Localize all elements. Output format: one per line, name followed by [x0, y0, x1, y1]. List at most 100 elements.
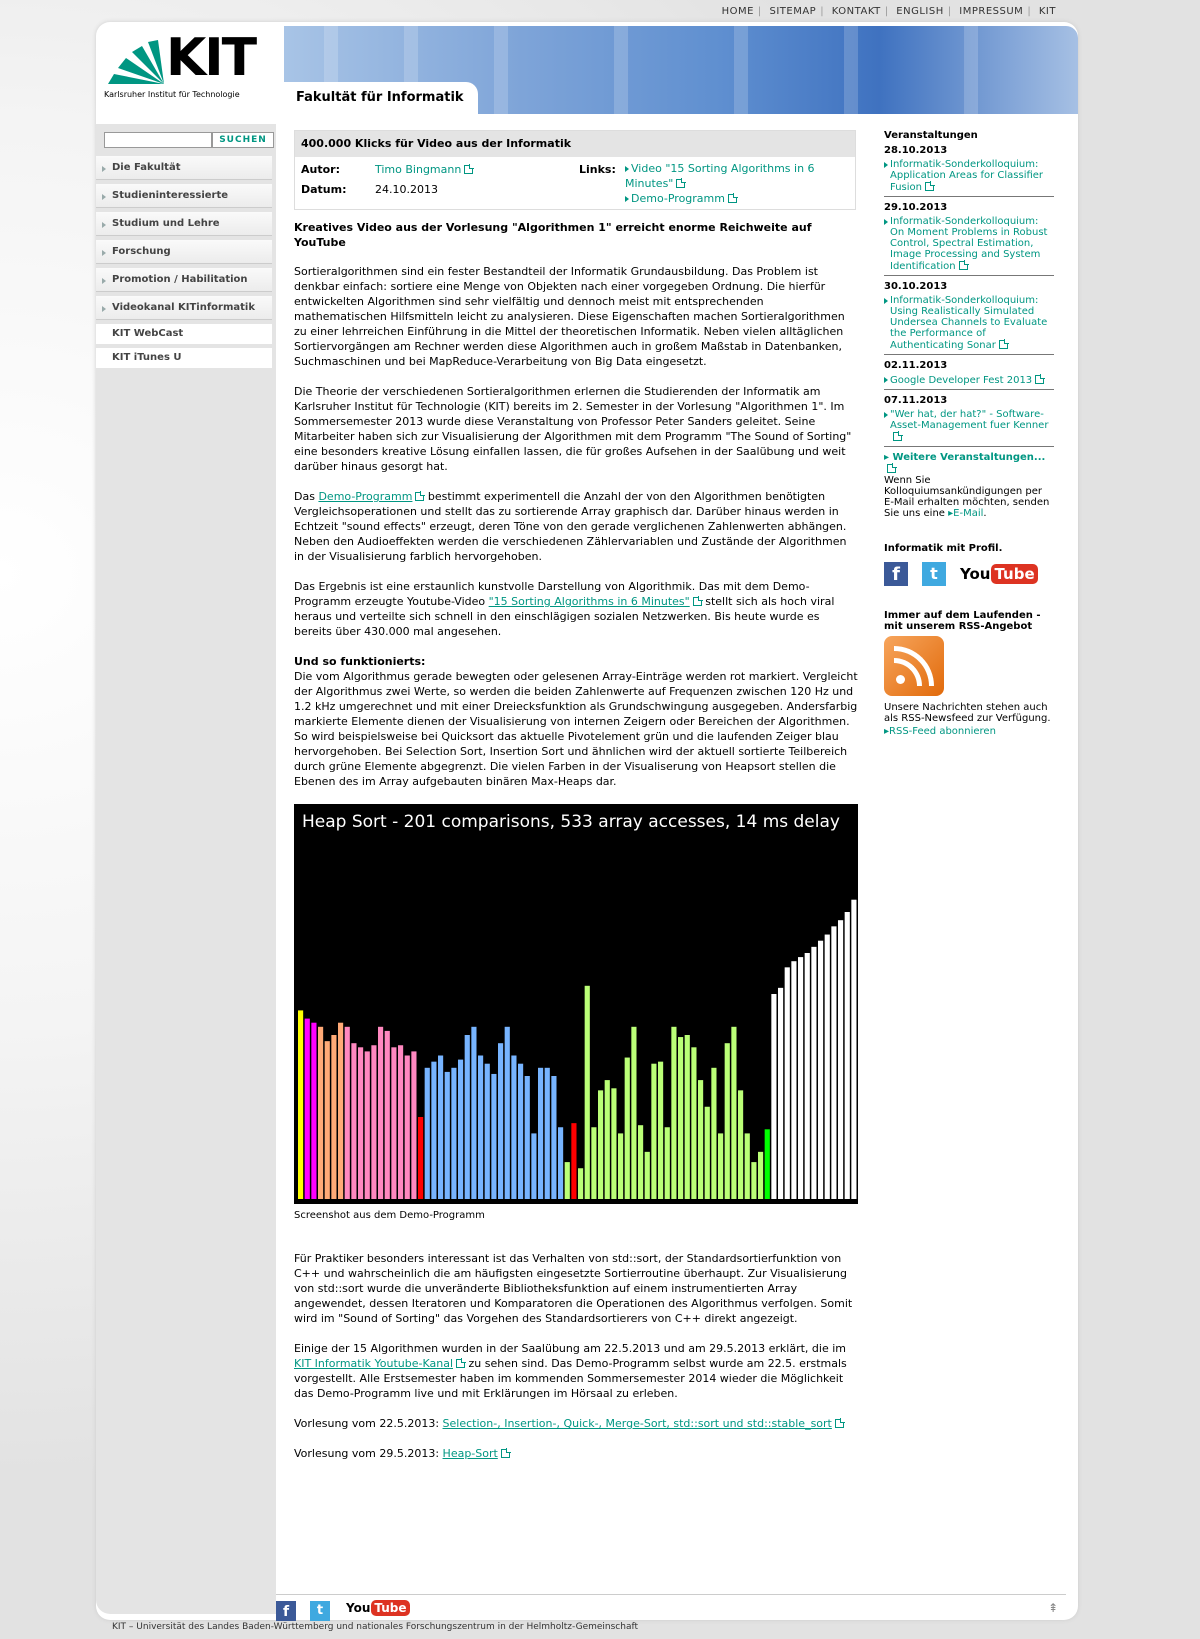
- event-link[interactable]: Informatik-Sonderkolloquium: Using Reali…: [884, 295, 1054, 351]
- event-item: 02.11.2013 Google Developer Fest 2013: [884, 360, 1054, 390]
- youtube-channel-link[interactable]: KIT Informatik Youtube-Kanal: [294, 1357, 467, 1370]
- demo-program-inline-link[interactable]: Demo-Programm: [318, 490, 426, 503]
- rss-subscribe-link[interactable]: ▸RSS-Feed abonnieren: [884, 726, 996, 737]
- chart-bar: [298, 1010, 304, 1199]
- search-input[interactable]: [104, 132, 212, 148]
- bar-chart: [294, 899, 858, 1204]
- chart-bar: [544, 1067, 550, 1199]
- event-item: 29.10.2013 Informatik-Sonderkolloquium: O…: [884, 202, 1054, 276]
- facebook-icon[interactable]: f: [276, 1601, 296, 1621]
- sidebar-item-itunes[interactable]: KIT iTunes U: [96, 348, 272, 368]
- chart-bar: [518, 1063, 524, 1199]
- topnav-kit[interactable]: KIT: [1038, 6, 1056, 17]
- external-link-icon: [893, 431, 903, 441]
- chart-bar: [584, 985, 590, 1199]
- external-link-icon: [925, 181, 935, 191]
- chart-bar: [811, 946, 817, 1199]
- links-label: Links:: [579, 163, 616, 176]
- kit-logo-rays-icon: [108, 40, 164, 84]
- date-value: 24.10.2013: [375, 183, 438, 196]
- topnav-kontakt[interactable]: KONTAKT: [831, 6, 881, 17]
- footer-social-bar: f t You Tube ⇞: [276, 1594, 1066, 1621]
- chart-bar: [498, 1043, 504, 1199]
- video-inline-link[interactable]: "15 Sorting Algorithms in 6 Minutes": [489, 595, 703, 608]
- event-link[interactable]: Informatik-Sonderkolloquium: Application…: [884, 159, 1054, 193]
- external-link-icon: [887, 463, 897, 473]
- external-link-icon: [415, 491, 426, 501]
- topnav-impressum[interactable]: IMPRESSUM: [959, 6, 1024, 17]
- video-link[interactable]: Video "15 Sorting Algorithms in 6 Minute…: [625, 162, 815, 190]
- facebook-icon[interactable]: f: [884, 562, 908, 586]
- chart-bar: [644, 1151, 650, 1199]
- event-link[interactable]: Google Developer Fest 2013: [884, 374, 1054, 386]
- youtube-icon[interactable]: You Tube: [960, 564, 1038, 584]
- youtube-icon[interactable]: You Tube: [346, 1600, 410, 1616]
- chart-bar: [851, 899, 857, 1199]
- search-button[interactable]: SUCHEN: [212, 132, 274, 148]
- event-link[interactable]: Informatik-Sonderkolloquium: On Moment P…: [884, 216, 1054, 272]
- left-sidebar: SUCHEN Die Fakultät Studieninteressierte…: [96, 124, 276, 1614]
- article-body: Kreatives Video aus der Vorlesung "Algor…: [294, 220, 858, 1476]
- topnav-english[interactable]: ENGLISH: [896, 6, 944, 17]
- author-link[interactable]: Timo Bingmann: [375, 163, 475, 176]
- external-link-icon: [1035, 374, 1046, 384]
- chart-bar: [731, 1026, 737, 1199]
- topnav-sitemap[interactable]: SITEMAP: [769, 6, 817, 17]
- chart-bar: [558, 1127, 564, 1199]
- chart-bar: [564, 1162, 570, 1199]
- kit-logo[interactable]: KIT Karlsruher Institut für Technologie: [104, 32, 274, 108]
- chart-bar: [678, 1037, 684, 1199]
- chart-bar: [398, 1045, 404, 1199]
- rss-icon[interactable]: [884, 636, 944, 696]
- chart-bar: [344, 1026, 350, 1199]
- chart-bar: [431, 1061, 437, 1199]
- chart-bar: [571, 1123, 577, 1199]
- sidebar-item-studieninteressierte[interactable]: Studieninteressierte: [96, 184, 272, 208]
- demo-program-link[interactable]: Demo-Programm: [625, 192, 738, 205]
- faculty-title: Fakultät für Informatik: [284, 82, 478, 114]
- events-box: Veranstaltungen 28.10.2013 Informatik-Son…: [876, 124, 1062, 527]
- lecture-29-link[interactable]: Heap-Sort: [443, 1447, 511, 1460]
- chart-bar: [471, 1026, 477, 1199]
- chart-bar: [438, 1055, 444, 1199]
- more-events-link[interactable]: ▸ Weitere Veranstaltungen...: [884, 452, 1045, 475]
- chart-bar: [444, 1071, 450, 1199]
- sidebar-item-webcast[interactable]: KIT WebCast: [96, 324, 272, 344]
- twitter-icon[interactable]: t: [310, 1601, 330, 1621]
- chart-bar: [684, 1035, 690, 1199]
- external-link-icon: [834, 1418, 845, 1428]
- twitter-icon[interactable]: t: [922, 562, 946, 586]
- date-label: Datum:: [301, 183, 347, 196]
- chart-bar: [691, 1047, 697, 1199]
- back-to-top-icon[interactable]: ⇞: [1048, 1601, 1059, 1615]
- sidebar-item-promotion[interactable]: Promotion / Habilitation: [96, 268, 272, 292]
- chart-bar: [758, 1151, 764, 1199]
- lecture-22-link[interactable]: Selection-, Insertion-, Quick-, Merge-So…: [443, 1417, 845, 1430]
- kit-logo-mark: KIT: [166, 28, 257, 88]
- sidebar-item-studium[interactable]: Studium und Lehre: [96, 212, 272, 236]
- chart-bar: [318, 1026, 324, 1199]
- chart-bar: [818, 940, 824, 1199]
- chart-bar: [358, 1047, 364, 1199]
- chart-bar: [718, 1133, 724, 1199]
- rss-title: Immer auf dem Laufenden - mit unserem RS…: [884, 610, 1041, 632]
- rss-text: Unsere Nachrichten stehen auch als RSS-N…: [884, 702, 1051, 724]
- chart-bar: [798, 957, 804, 1199]
- chart-bar: [338, 1022, 344, 1199]
- chart-bar: [778, 987, 784, 1199]
- topnav-home[interactable]: HOME: [721, 6, 754, 17]
- email-link[interactable]: ▸E-Mail: [948, 508, 984, 519]
- chart-bar: [404, 1055, 410, 1199]
- paragraph: Die vom Algorithmus gerade bewegten oder…: [294, 670, 858, 788]
- article-title: 400.000 Klicks für Video aus der Informa…: [295, 131, 855, 157]
- external-link-icon: [727, 193, 738, 203]
- chart-bar: [538, 1067, 544, 1199]
- paragraph: Das Ergebnis ist eine erstaunlich kunstv…: [294, 580, 835, 638]
- external-link-icon: [958, 260, 969, 270]
- sidebar-item-videokanal[interactable]: Videokanal KITinformatik: [96, 296, 272, 320]
- image-caption: Screenshot aus dem Demo-Programm: [294, 1210, 485, 1221]
- sidebar-item-forschung[interactable]: Forschung: [96, 240, 272, 264]
- event-link[interactable]: "Wer hat, der hat?" - Software-Asset-Man…: [884, 409, 1054, 443]
- chart-bar: [418, 1117, 424, 1199]
- sidebar-item-fakultaet[interactable]: Die Fakultät: [96, 156, 272, 180]
